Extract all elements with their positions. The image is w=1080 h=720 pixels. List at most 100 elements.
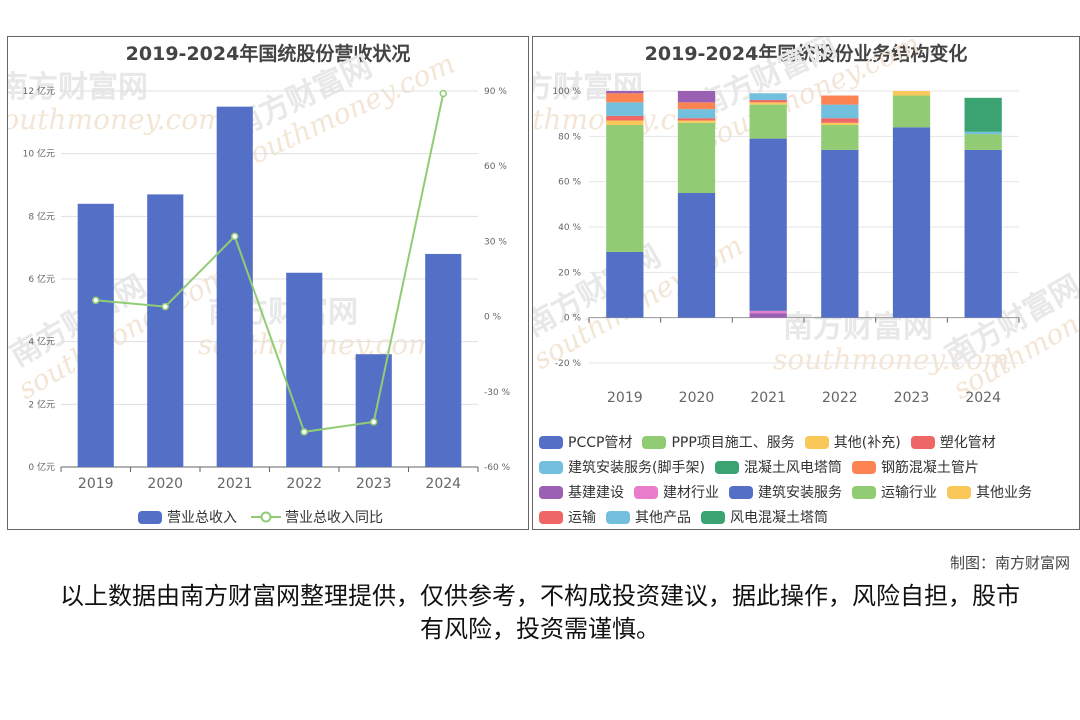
legend-label-yoy: 营业总收入同比: [285, 510, 383, 526]
disclaimer-text: 以上数据由南方财富网整理提供，仅供参考，不构成投资建议，据此操作，风险自担，股市…: [60, 582, 1020, 643]
stacked-bar-segment: [677, 118, 716, 121]
stacked-bar-segment: [677, 91, 716, 103]
stacked-bar-segment: [606, 125, 644, 252]
stacked-bar-segment: [677, 109, 716, 119]
stacked-bar-segment: [964, 149, 1002, 318]
y2-tick-label: -60 %: [484, 463, 511, 473]
legend-swatch: [539, 510, 563, 524]
watermark-text: southmoney.com: [773, 343, 1010, 376]
stacked-bar-segment: [892, 127, 931, 318]
y-tick-label: 80 %: [558, 132, 581, 142]
chart-title: 2019-2024年国统股份业务结构变化: [644, 43, 968, 65]
legend-swatch: [804, 435, 829, 449]
x-tick-label: 2021: [750, 390, 786, 406]
legend-swatch: [634, 485, 658, 499]
watermark-text: 南方财富网: [8, 70, 148, 105]
stacked-bar-segment: [606, 120, 644, 125]
x-tick-label: 2019: [78, 476, 114, 492]
legend-swatch: [539, 485, 563, 499]
legend-label: 基建建设: [568, 485, 624, 501]
chart-credit: 制图：南方财富网: [949, 554, 1070, 572]
legend-label: 建筑安装服务: [758, 485, 842, 501]
yoy-point: [370, 418, 378, 426]
y2-tick-label: 0 %: [484, 313, 502, 323]
revenue-bar: [216, 106, 253, 468]
stacked-bar-segment: [821, 118, 859, 123]
legend-swatch-bar: [138, 510, 162, 524]
legend-swatch: [642, 435, 667, 449]
legend-label: PPP项目施工、服务: [671, 435, 795, 451]
legend-swatch: [714, 460, 739, 474]
legend-label: 运输: [568, 510, 596, 526]
revenue-legend: 营业总收入 营业总收入同比: [138, 507, 383, 527]
legend-label: 其他业务: [976, 485, 1032, 501]
legend-swatch: [851, 460, 876, 474]
x-tick-label: 2024: [425, 476, 461, 492]
y-tick-label: 0 亿元: [28, 461, 55, 473]
revenue-bar: [147, 194, 184, 467]
revenue-bar: [355, 354, 392, 467]
y-tick-label: 2 亿元: [28, 398, 55, 410]
y2-tick-label: 60 %: [484, 162, 507, 172]
legend-label: 风电混凝土塔筒: [730, 510, 828, 526]
revenue-bar: [425, 253, 462, 467]
yoy-point: [231, 232, 239, 241]
stacked-bar-segment: [606, 251, 644, 318]
y-tick-label: -20 %: [555, 359, 582, 369]
structure-chart-svg: 南方财富网southmoney.com南方财富网southmoney.com南方…: [533, 37, 1079, 406]
y-tick-label: 10 亿元: [23, 148, 55, 160]
legend-label: 建筑安装服务(脚手架): [568, 460, 705, 476]
stacked-bar-segment: [749, 313, 787, 318]
legend-swatch: [852, 485, 876, 499]
stacked-bar-segment: [821, 149, 859, 318]
stacked-bar-segment: [964, 134, 1002, 150]
y2-tick-label: 30 %: [484, 237, 507, 247]
y-tick-label: 12 亿元: [23, 85, 55, 97]
x-tick-label: 2020: [679, 390, 715, 406]
legend-swatch: [539, 435, 563, 449]
yoy-point: [161, 302, 169, 311]
stacked-bar-segment: [964, 97, 1002, 132]
legend-label-revenue: 营业总收入: [167, 510, 237, 526]
yoy-point: [92, 296, 100, 305]
stacked-bar-segment: [964, 131, 1002, 135]
y2-tick-label: 90 %: [484, 87, 507, 97]
legend-label: 其他产品: [635, 510, 691, 526]
stacked-bar-segment: [606, 93, 644, 103]
stacked-bar-segment: [821, 122, 859, 125]
y-tick-label: 100 %: [552, 87, 581, 97]
x-tick-label: 2024: [965, 390, 1001, 406]
stacked-bar-segment: [892, 91, 931, 96]
legend-label: 其他(补充): [833, 435, 901, 451]
y-tick-label: 4 亿元: [28, 336, 55, 348]
legend-swatch-line: [251, 511, 281, 523]
legend-swatch: [606, 510, 630, 524]
x-tick-label: 2021: [217, 476, 253, 492]
stacked-bar-segment: [749, 310, 787, 314]
stacked-bar-segment: [677, 122, 716, 193]
y2-tick-label: -30 %: [484, 388, 511, 398]
watermark-text: southmoney.com: [8, 103, 225, 136]
yoy-line: [95, 93, 445, 434]
structure-chart-panel: 2019-2024年国统股份业务结构变化 南方财富网southmoney.com…: [532, 36, 1080, 530]
y-tick-label: 40 %: [558, 223, 581, 233]
revenue-bar: [77, 203, 114, 468]
legend-row: 基建建设 建材行业 建筑安装服务 运输行业 其他业务: [539, 482, 1042, 502]
chart-title: 2019-2024年国统股份营收状况: [125, 43, 411, 65]
legend-swatch: [539, 460, 563, 474]
x-tick-label: 2023: [356, 476, 392, 492]
revenue-chart-panel: 2019-2024年国统股份营收状况 南方财富网 southmoney.com 南方…: [7, 36, 529, 530]
y-tick-label: 6 亿元: [28, 273, 55, 285]
stacked-bar-segment: [821, 104, 859, 119]
stacked-bar-segment: [677, 193, 716, 318]
yoy-point: [300, 428, 308, 436]
x-tick-label: 2023: [894, 390, 930, 406]
x-tick-label: 2022: [286, 476, 322, 492]
stacked-bar-segment: [749, 138, 787, 311]
stacked-bar-segment: [606, 102, 644, 116]
y-tick-label: 0 %: [564, 314, 582, 324]
stacked-bar-segment: [821, 95, 859, 105]
